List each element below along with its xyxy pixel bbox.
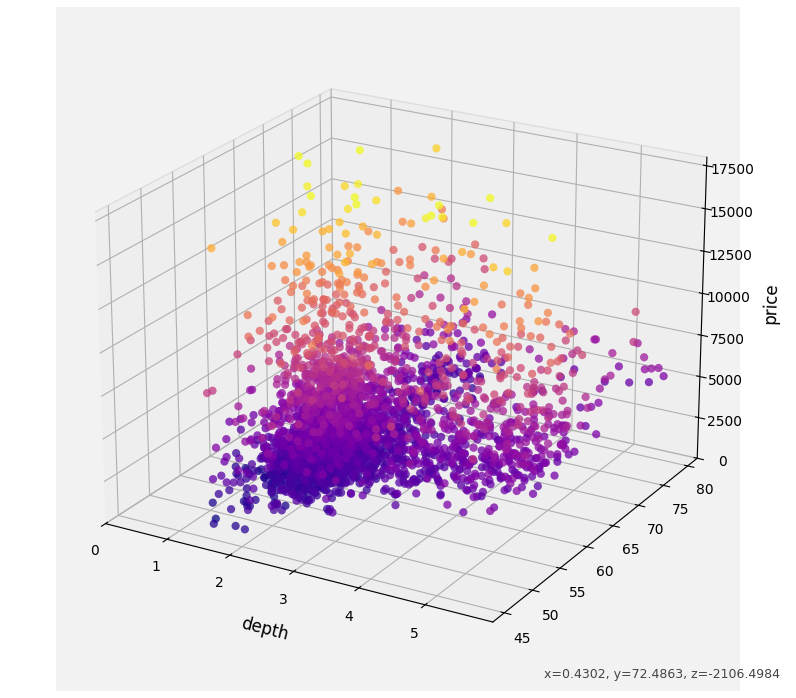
X-axis label: depth: depth [240,615,291,644]
Text: x=0.4302, y=72.4863, z=-2106.4984: x=0.4302, y=72.4863, z=-2106.4984 [544,667,780,681]
